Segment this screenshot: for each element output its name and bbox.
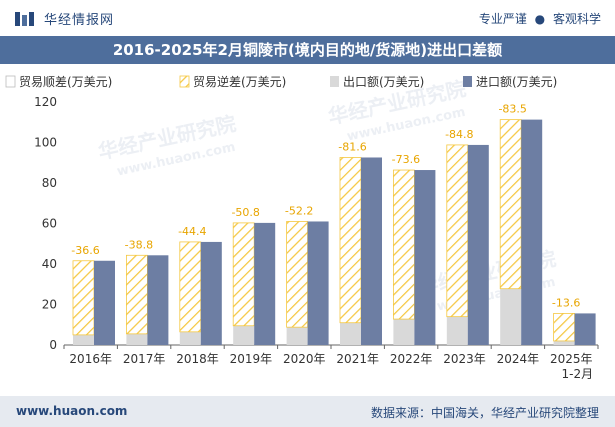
export-bar (126, 333, 148, 345)
deficit-bar (72, 260, 95, 336)
x-tick-label: 2016年 (69, 352, 112, 366)
legend: 贸易顺差(万美元) 贸易逆差(万美元) 出口额(万美元) 进口额(万美元) (5, 74, 557, 89)
deficit-data-label: -73.6 (392, 153, 420, 166)
deficit-data-label: -84.8 (445, 128, 473, 141)
footer-website: www.huaon.com (16, 404, 128, 418)
legend-swatch-import (463, 76, 472, 87)
huajing-logo-icon (15, 11, 34, 26)
bars (72, 119, 596, 346)
import-bar (574, 313, 596, 345)
footer: www.huaon.com 数据来源：中国海关，华经产业研究院整理 (0, 396, 615, 427)
x-tick-label: 2025年 (550, 352, 593, 366)
tagline-left: 专业严谨 (478, 12, 527, 26)
y-tick-label: 60 (42, 217, 57, 231)
import-bar (307, 221, 329, 345)
export-bar (233, 325, 255, 345)
export-bar (286, 327, 308, 345)
deficit-bar (446, 144, 469, 318)
export-bar (73, 334, 94, 345)
import-bar (254, 222, 276, 345)
tagline-dot-icon: ● (534, 12, 546, 26)
footer-source: 数据来源：中国海关，华经产业研究院整理 (370, 406, 599, 420)
deficit-bar (126, 254, 148, 335)
deficit-data-label: -44.4 (178, 225, 206, 238)
deficit-bar (553, 313, 575, 342)
x-tick-label: 2023年 (443, 352, 486, 366)
x-tick-label: 2020年 (283, 352, 326, 366)
x-tick-label: 2019年 (230, 352, 273, 366)
y-tick-label: 0 (49, 338, 57, 352)
top-bar: 华经情报网 专业严谨 ● 客观科学 (0, 0, 615, 36)
import-bar (361, 157, 382, 345)
y-tick-label: 20 (42, 298, 57, 312)
deficit-data-label: -50.8 (231, 206, 259, 219)
title-bar: 2016-2025年2月铜陵市(境内目的地/货源地)进出口差额 (0, 36, 615, 64)
tagline-right: 客观科学 (552, 12, 601, 26)
import-bar (147, 255, 169, 345)
legend-label: 进口额(万美元) (476, 75, 557, 89)
export-bar (553, 340, 575, 345)
export-bar (500, 288, 522, 345)
axes: 0 20 40 60 80 100 120 2016年 2017年 2018年 2019年 2020年… (34, 95, 599, 381)
deficit-bar (232, 222, 255, 327)
y-tick-label: 100 (34, 136, 57, 150)
y-tick-label: 120 (34, 95, 57, 109)
x-tick-label: 2018年 (176, 352, 219, 366)
x-tick-label: 1-2月 (561, 367, 593, 381)
deficit-data-label: -36.6 (71, 244, 99, 257)
legend-label: 贸易顺差(万美元) (19, 75, 112, 89)
y-tick-label: 80 (42, 176, 57, 190)
x-tick-label: 2022年 (390, 352, 433, 366)
export-bar (340, 322, 361, 345)
x-tick-label: 2024年 (497, 352, 540, 366)
deficit-data-label: -38.8 (125, 238, 153, 251)
deficit-bar (339, 157, 362, 324)
deficit-bar (499, 119, 522, 290)
deficit-data-label: -81.6 (338, 140, 366, 153)
legend-swatch-export (330, 76, 339, 87)
brand: 华经情报网 (14, 9, 114, 28)
bar-chart: 华经产业研究院www.huaon.com华经产业研究院www.huaon.com… (5, 74, 599, 381)
legend-swatch-surplus (5, 75, 16, 88)
import-bar (414, 170, 436, 345)
legend-label: 贸易逆差(万美元) (193, 74, 286, 89)
deficit-bar (286, 221, 309, 328)
export-bar (179, 331, 201, 345)
export-bar (393, 319, 415, 345)
brand-name: 华经情报网 (44, 13, 115, 28)
y-tick-label: 40 (42, 257, 57, 271)
deficit-data-label: -83.5 (498, 103, 526, 116)
import-bar (467, 144, 489, 345)
deficit-data-label: -52.2 (285, 204, 313, 217)
export-bar (446, 316, 468, 345)
chart-title: 2016-2025年2月铜陵市(境内目的地/货源地)进出口差额 (112, 41, 503, 59)
data-labels: -36.6 -38.8 -44.4 -50.8 -52.2 -81.6 -73.6 -84.8… (71, 103, 580, 310)
import-bar (94, 260, 115, 345)
import-bar (200, 241, 222, 345)
deficit-bar (392, 169, 415, 320)
legend-label: 出口额(万美元) (343, 75, 424, 89)
deficit-bar (179, 241, 202, 333)
import-bar (521, 119, 543, 346)
deficit-data-label: -13.6 (552, 296, 580, 309)
x-tick-label: 2021年 (336, 352, 379, 366)
x-tick-label: 2017年 (123, 352, 166, 366)
legend-swatch-deficit (179, 75, 190, 88)
tagline: 专业严谨 ● 客观科学 (479, 10, 601, 27)
